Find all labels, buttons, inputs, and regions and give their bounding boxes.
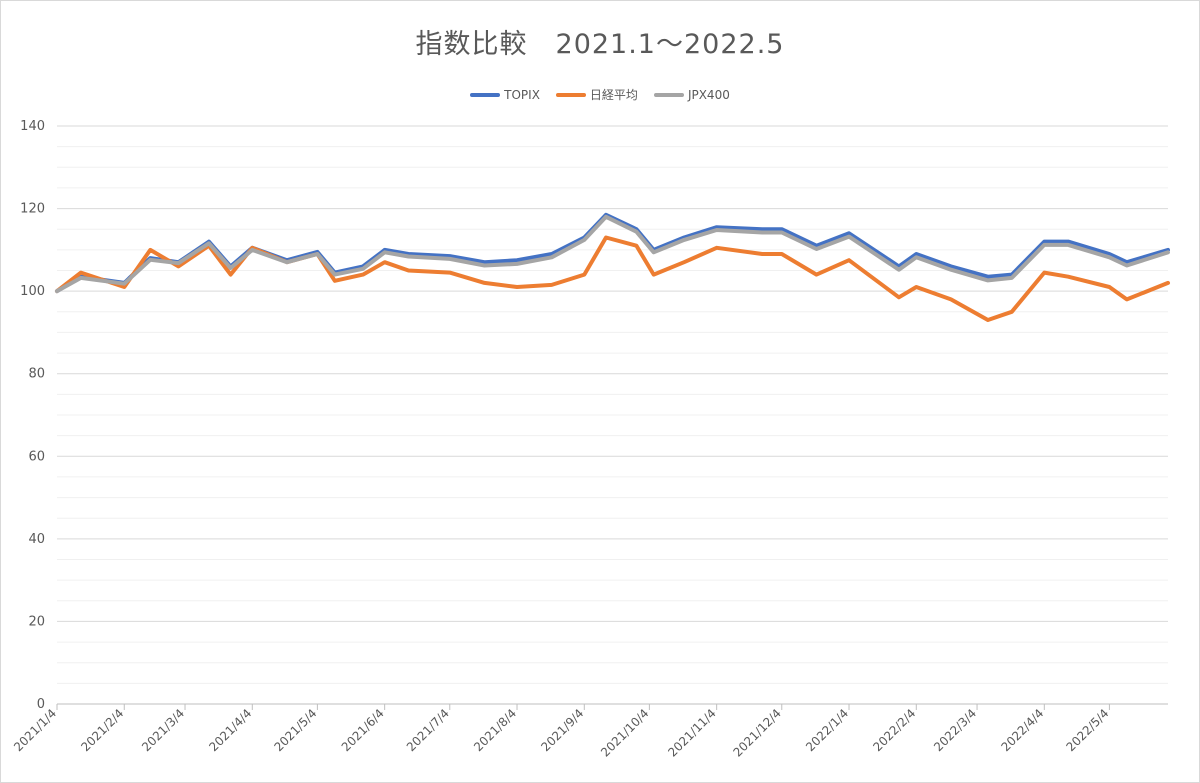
legend-swatch-nikkei <box>555 92 586 97</box>
legend-item-topix: TOPIX <box>470 86 540 103</box>
chart-legend: TOPIX 日経平均 JPX400 <box>0 86 1200 103</box>
legend-swatch-topix <box>470 92 501 97</box>
legend-label-topix: TOPIX <box>504 87 540 102</box>
x-tick-label: 2021/5/4 <box>271 706 319 754</box>
x-tick-label: 2022/4/4 <box>998 706 1046 754</box>
x-tick-label: 2021/3/4 <box>139 706 187 754</box>
x-tick-label: 2021/6/4 <box>339 706 387 754</box>
x-tick-label: 2022/5/4 <box>1064 706 1112 754</box>
x-tick-label: 2022/3/4 <box>931 706 979 754</box>
y-tick-label: 80 <box>28 367 45 382</box>
x-tick-label: 2021/10/4 <box>598 706 651 759</box>
legend-item-jpx400: JPX400 <box>653 86 730 103</box>
x-tick-label: 2021/2/4 <box>78 706 126 754</box>
x-tick-label: 2021/9/4 <box>538 706 586 754</box>
x-tick-label: 2021/8/4 <box>471 706 519 754</box>
legend-label-jpx400: JPX400 <box>687 87 730 102</box>
x-tick-label: 2021/11/4 <box>665 706 718 759</box>
legend-label-nikkei: 日経平均 <box>589 88 638 102</box>
y-tick-label: 20 <box>28 614 45 629</box>
legend-item-nikkei: 日経平均 <box>555 86 638 103</box>
y-tick-label: 120 <box>20 202 45 217</box>
line-nikkei <box>55 235 1170 322</box>
x-tick-label: 2021/1/4 <box>11 706 59 754</box>
x-tick-label: 2022/2/4 <box>870 706 918 754</box>
y-tick-label: 60 <box>28 449 45 464</box>
y-tick-label: 100 <box>20 284 45 299</box>
legend-swatch-jpx400 <box>653 92 684 97</box>
y-tick-label: 0 <box>37 697 45 712</box>
line-jpx400 <box>55 214 1170 294</box>
x-tick-label: 2021/7/4 <box>404 706 452 754</box>
y-tick-label: 140 <box>20 119 45 134</box>
chart-title: 指数比較 2021.1～2022.5 <box>415 29 785 60</box>
y-tick-label: 40 <box>28 532 45 547</box>
x-tick-label: 2021/12/4 <box>730 706 783 759</box>
x-tick-label: 2021/4/4 <box>206 706 254 754</box>
x-tick-label: 2022/1/4 <box>803 706 851 754</box>
